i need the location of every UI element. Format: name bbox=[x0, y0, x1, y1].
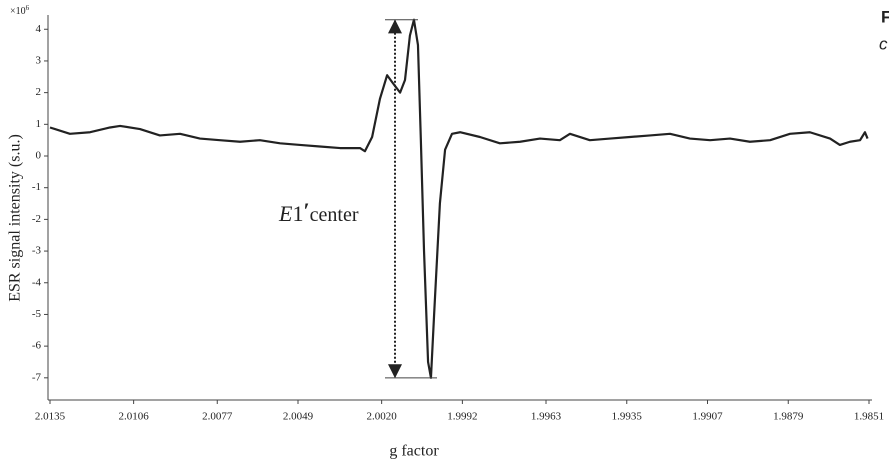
y-tick-label: 2 bbox=[36, 86, 42, 98]
annotation: E1′center bbox=[278, 198, 359, 226]
y-tick-label: -3 bbox=[32, 245, 42, 257]
x-tick-label: 2.0106 bbox=[119, 411, 150, 423]
y-tick-label: 1 bbox=[36, 118, 42, 130]
y-tick-label: 0 bbox=[36, 150, 42, 162]
y-tick-label: -5 bbox=[32, 308, 42, 320]
y-tick-label: -1 bbox=[32, 181, 41, 193]
y-multiplier-base: ×10 bbox=[10, 6, 26, 17]
x-tick-label: 2.0049 bbox=[283, 411, 314, 423]
y-axis-label: ESR signal intensity (s.u.) bbox=[7, 134, 24, 302]
y-multiplier: ×106 bbox=[10, 4, 30, 18]
y-tick-label: -7 bbox=[32, 371, 42, 383]
x-tick-label: 1.9963 bbox=[531, 411, 562, 423]
spectrum-line bbox=[49, 18, 869, 379]
y-tick-label: -2 bbox=[32, 213, 41, 225]
x-tick-label: 2.0020 bbox=[367, 411, 398, 423]
side-text: F bbox=[881, 7, 889, 26]
y-tick-label: -6 bbox=[32, 340, 42, 352]
x-tick-label: 1.9935 bbox=[612, 411, 643, 423]
x-tick-label: 1.9907 bbox=[692, 411, 723, 423]
y-multiplier-exp: 6 bbox=[26, 4, 30, 12]
x-tick-label: 1.9879 bbox=[773, 411, 804, 423]
annotation-index: 1 bbox=[292, 201, 303, 226]
y-tick-label: 4 bbox=[36, 23, 42, 35]
x-tick-label: 2.0135 bbox=[35, 411, 66, 423]
x-tick-label: 1.9992 bbox=[447, 411, 477, 423]
annotation-word: center bbox=[310, 204, 359, 226]
annotation-prime: ′ bbox=[303, 198, 309, 223]
x-axis-label: g factor bbox=[389, 443, 439, 460]
annotation-e: E bbox=[278, 201, 293, 226]
y-tick-label: 3 bbox=[36, 54, 42, 66]
x-tick-label: 2.0077 bbox=[202, 411, 233, 423]
y-tick-label: -4 bbox=[32, 276, 42, 288]
side-text: c bbox=[879, 34, 888, 53]
x-tick-label: 1.9851 bbox=[854, 411, 884, 423]
